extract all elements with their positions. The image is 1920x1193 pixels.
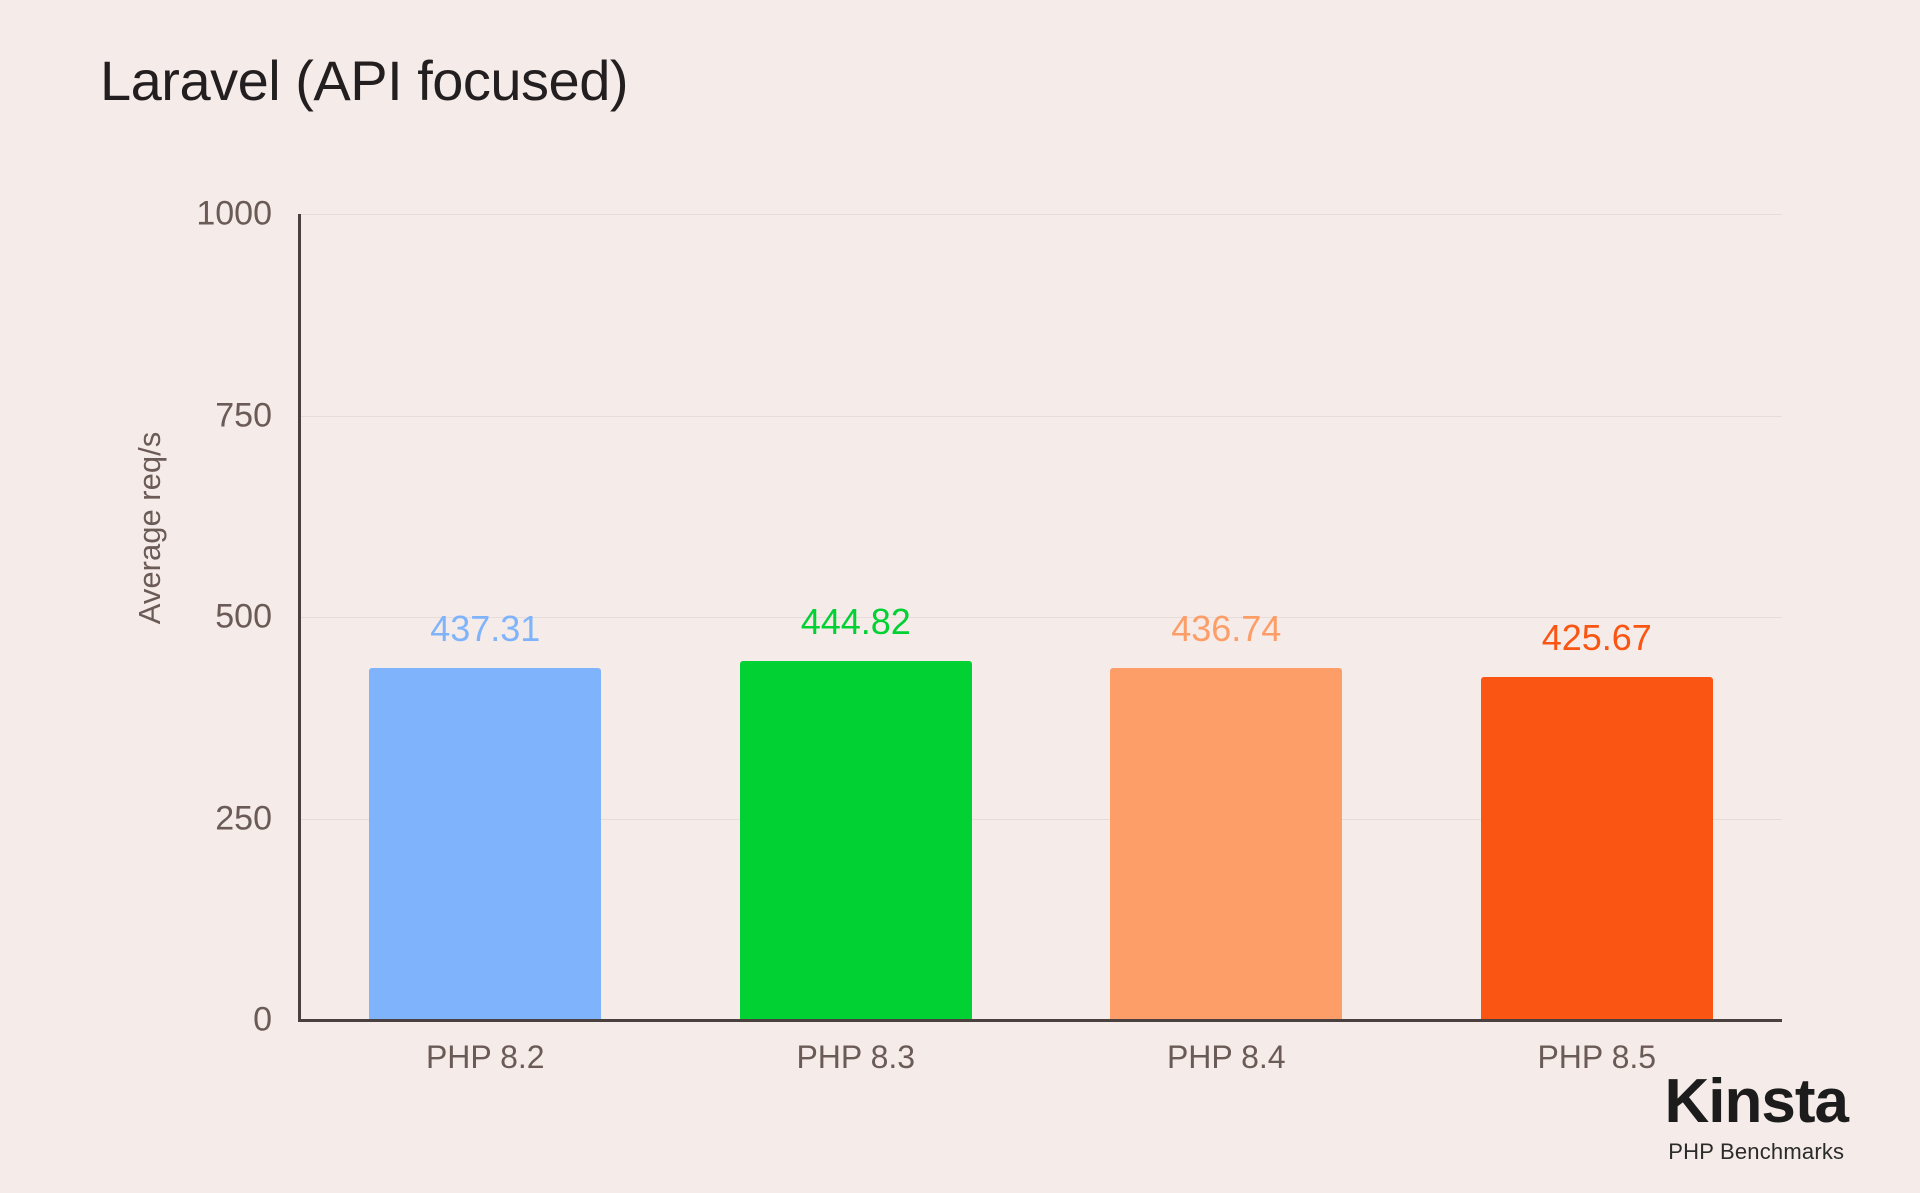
bar[interactable] — [1480, 676, 1713, 1020]
bar[interactable] — [1110, 668, 1343, 1020]
x-axis-line — [298, 1019, 1782, 1022]
y-axis-tick-label: 750 — [215, 396, 272, 434]
bar-value-label: 437.31 — [430, 607, 541, 649]
gridline — [300, 617, 1782, 618]
bar-value-label: 436.74 — [1171, 607, 1282, 649]
page-title: Laravel (API focused) — [100, 49, 628, 112]
bar[interactable] — [369, 667, 602, 1020]
bar-value-label: 425.67 — [1541, 616, 1652, 658]
x-axis-tick-label: PHP 8.5 — [1537, 1039, 1657, 1075]
plot-area — [300, 214, 1782, 1020]
y-axis-tick-labels: 0 250 500 750 1000 — [0, 0, 272, 1193]
kinsta-wordmark: Kinsta — [1664, 1067, 1849, 1136]
gridline — [300, 214, 1782, 215]
x-axis-tick-label: PHP 8.3 — [796, 1039, 916, 1075]
y-axis-tick-label: 500 — [215, 597, 272, 636]
y-axis-tick-label: 250 — [215, 799, 272, 837]
y-axis-tick-label: 0 — [253, 1000, 272, 1039]
x-axis-tick-label: PHP 8.4 — [1166, 1039, 1286, 1075]
gridline — [300, 415, 1782, 417]
gridline — [300, 818, 1782, 820]
y-axis-line — [298, 214, 301, 1020]
y-axis-tick-label: 1000 — [196, 194, 272, 233]
bar[interactable] — [739, 661, 972, 1020]
bar-value-label: 444.82 — [800, 601, 911, 643]
kinsta-logo: Kinsta PHP Benchmarks — [1664, 1067, 1849, 1165]
x-axis-tick-label: PHP 8.2 — [425, 1039, 545, 1075]
kinsta-tagline: PHP Benchmarks — [1668, 1139, 1845, 1164]
